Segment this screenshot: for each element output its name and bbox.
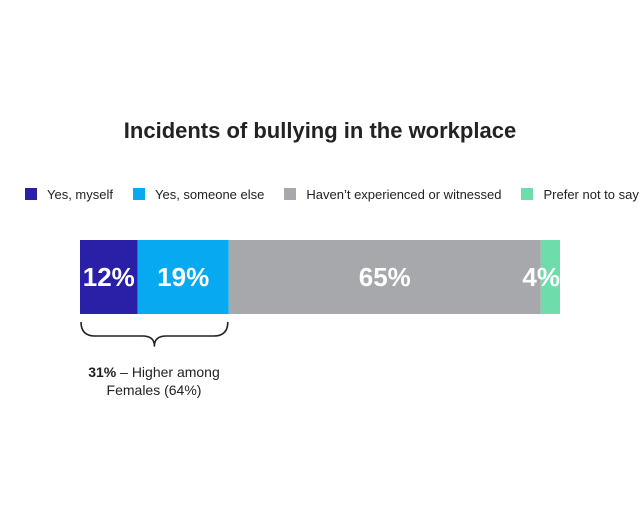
bracket-brace: [80, 321, 229, 347]
legend-swatch: [133, 188, 145, 200]
stacked-bar: 12% 19% 65% 4%: [80, 240, 560, 314]
bar-segment-3: [540, 240, 560, 314]
legend: Yes, myself Yes, someone else Haven’t expe…: [25, 186, 639, 202]
annotation-bold-value: 31%: [88, 364, 117, 380]
bar-segment-1: [137, 240, 229, 314]
chart-title: Incidents of bullying in the workplace: [123, 118, 517, 143]
bracket-annotation: 31% – Higher among Females (64%): [80, 363, 228, 399]
legend-label: Yes, someone else: [155, 186, 265, 202]
bar-segment-2: [228, 240, 541, 314]
legend-swatch: [521, 188, 534, 200]
bar-value-label-1: 19%: [157, 262, 209, 292]
legend-item-1: Yes, someone else: [133, 187, 264, 202]
bar-value-label-2: 65%: [359, 262, 411, 292]
bar-value-label-0: 12%: [83, 262, 135, 292]
legend-label: Yes, myself: [47, 186, 113, 202]
annotation-text: – Higher among Females (64%): [106, 364, 220, 398]
legend-item-0: Yes, myself: [25, 187, 113, 202]
bar-value-label-3: 4%: [522, 262, 560, 292]
legend-item-2: Haven’t experienced or witnessed: [284, 187, 501, 202]
legend-swatch: [25, 188, 37, 200]
legend-item-3: Prefer not to say: [521, 186, 639, 202]
bar-segment-0: [80, 240, 138, 314]
legend-label: Haven’t experienced or witnessed: [306, 186, 502, 202]
legend-swatch: [284, 188, 297, 200]
legend-label: Prefer not to say: [543, 186, 639, 202]
